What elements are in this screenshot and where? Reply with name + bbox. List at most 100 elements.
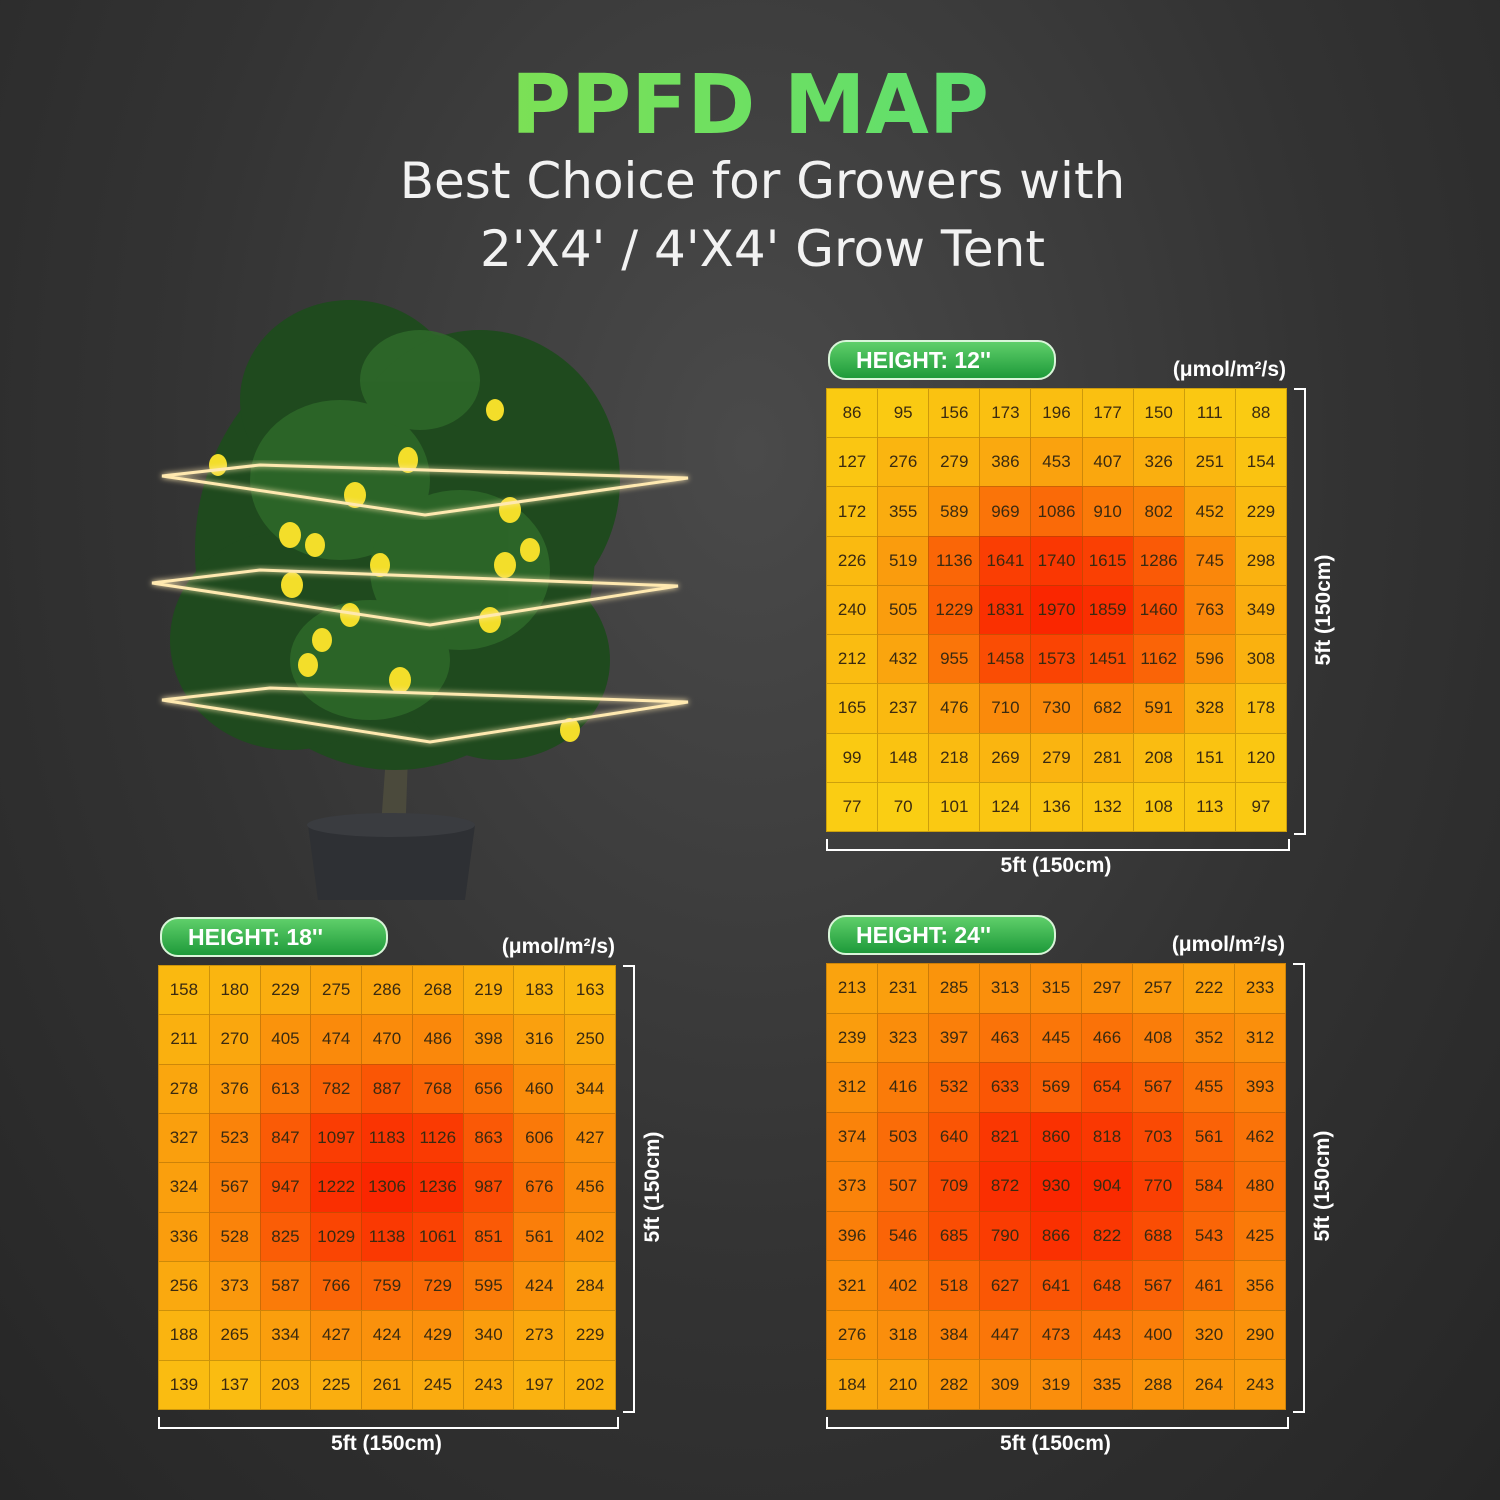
ppfd-cell: 640: [928, 1111, 980, 1163]
depth-label: 5ft (150cm): [1311, 1130, 1334, 1242]
unit-label: (μmol/m²/s): [1172, 358, 1286, 381]
ppfd-cell: 334: [259, 1310, 312, 1361]
ppfd-cell: 766: [310, 1261, 363, 1312]
ppfd-cell: 416: [877, 1062, 929, 1113]
ppfd-cell: 172: [826, 486, 879, 537]
ppfd-cell: 407: [1081, 437, 1134, 488]
ppfd-cell: 825: [259, 1211, 312, 1262]
ppfd-cell: 546: [877, 1210, 929, 1262]
ppfd-cell: 818: [1081, 1111, 1133, 1163]
ppfd-cell: 1061: [411, 1211, 464, 1262]
ppfd-cell: 569: [1030, 1062, 1082, 1113]
ppfd-cell: 1859: [1081, 584, 1134, 636]
ppfd-cell: 405: [259, 1014, 312, 1065]
ppfd-cell: 400: [1132, 1309, 1184, 1361]
ppfd-cell: 324: [158, 1162, 210, 1213]
ppfd-cell: 373: [208, 1261, 261, 1312]
ppfd-cell: 251: [1183, 437, 1236, 488]
ppfd-cell: 470: [361, 1014, 413, 1065]
ppfd-cell: 349: [1234, 584, 1287, 636]
ppfd-cell: 452: [1183, 486, 1236, 537]
ppfd-cell: 237: [877, 683, 930, 734]
depth-bracket: [623, 965, 635, 1413]
width-bracket: [158, 1417, 619, 1429]
width-label: 5ft (150cm): [331, 1432, 442, 1455]
ppfd-cell: 445: [1030, 1012, 1082, 1064]
ppfd-cell: 355: [877, 486, 930, 537]
ppfd-cell: 284: [564, 1261, 616, 1312]
ppfd-cell: 584: [1183, 1161, 1235, 1212]
ppfd-cell: 543: [1183, 1210, 1235, 1262]
ppfd-cell: 425: [1234, 1210, 1286, 1262]
ppfd-cell: 480: [1234, 1161, 1286, 1212]
ppfd-cell: 156: [928, 388, 981, 439]
ppfd-cell: 847: [259, 1113, 312, 1164]
ppfd-cell: 474: [310, 1014, 363, 1065]
ppfd-cell: 173: [979, 388, 1032, 439]
ppfd-cell: 567: [208, 1162, 261, 1213]
ppfd-cell: 340: [462, 1310, 515, 1361]
ppfd-cell: 239: [826, 1012, 878, 1064]
ppfd-cell: 86: [826, 388, 879, 439]
ppfd-cell: 1306: [361, 1162, 413, 1213]
ppfd-cell: 627: [979, 1260, 1031, 1311]
ppfd-cell: 320: [1183, 1309, 1235, 1361]
ppfd-cell: 969: [979, 486, 1032, 537]
ppfd-cell: 386: [979, 437, 1032, 488]
ppfd-cell: 930: [1030, 1161, 1082, 1212]
ppfd-cell: 745: [1183, 535, 1236, 586]
ppfd-cell: 309: [979, 1359, 1031, 1410]
ppfd-cell: 298: [1234, 535, 1287, 586]
ppfd-cell: 243: [462, 1359, 515, 1410]
ppfd-cell: 473: [1030, 1309, 1082, 1361]
ppfd-cell: 606: [513, 1113, 566, 1164]
ppfd-cell: 273: [513, 1310, 566, 1361]
ppfd-cell: 1086: [1030, 486, 1083, 537]
ppfd-cell: 318: [877, 1309, 929, 1361]
ppfd-cell: 567: [1132, 1062, 1184, 1113]
ppfd-cell: 561: [1183, 1111, 1235, 1163]
ppfd-cell: 462: [1234, 1111, 1286, 1163]
height-badge: HEIGHT: 18'': [160, 917, 388, 957]
ppfd-cell: 165: [826, 683, 879, 734]
unit-label: (μmol/m²/s): [1171, 933, 1285, 956]
ppfd-cell: 177: [1081, 388, 1134, 439]
ppfd-cell: 910: [1081, 486, 1134, 537]
ppfd-cell: 424: [361, 1310, 413, 1361]
ppfd-cell: 218: [928, 732, 981, 783]
ppfd-cell: 210: [877, 1359, 929, 1410]
ppfd-cell: 268: [411, 965, 464, 1016]
ppfd-cell: 461: [1183, 1260, 1235, 1311]
ppfd-cell: 127: [826, 437, 879, 488]
ppfd-cell: 866: [1030, 1210, 1082, 1262]
ppfd-cell: 95: [877, 388, 930, 439]
ppfd-cell: 229: [259, 965, 312, 1016]
depth-label: 5ft (150cm): [641, 1131, 664, 1243]
ppfd-cell: 782: [310, 1063, 363, 1114]
ppfd-cell: 591: [1132, 683, 1185, 734]
ppfd-cell: 589: [928, 486, 981, 537]
ppfd-cell: 158: [158, 965, 210, 1016]
ppfd-cell: 507: [877, 1161, 929, 1212]
ppfd-cell: 323: [877, 1012, 929, 1064]
ppfd-cell: 184: [826, 1359, 878, 1410]
ppfd-cell: 872: [979, 1161, 1031, 1212]
depth-label: 5ft (150cm): [1312, 554, 1335, 665]
ppfd-cell: 1641: [979, 535, 1032, 586]
ppfd-cell: 97: [1234, 781, 1287, 832]
ppfd-cell: 327: [158, 1113, 210, 1164]
ppfd-cell: 290: [1234, 1309, 1286, 1361]
ppfd-cell: 393: [1234, 1062, 1286, 1113]
ppfd-cell: 821: [979, 1111, 1031, 1163]
ppfd-cell: 275: [310, 965, 363, 1016]
ppfd-cell: 1740: [1030, 535, 1083, 586]
ppfd-cell: 709: [928, 1161, 980, 1212]
ppfd-cell: 466: [1081, 1012, 1133, 1064]
ppfd-cell: 688: [1132, 1210, 1184, 1262]
ppfd-cell: 685: [928, 1210, 980, 1262]
ppfd-cell: 148: [877, 732, 930, 783]
ppfd-cell: 222: [1183, 963, 1235, 1014]
ppfd-cell: 77: [826, 781, 879, 832]
height-badge: HEIGHT: 24'': [828, 915, 1056, 955]
ppfd-cell: 245: [411, 1359, 464, 1410]
